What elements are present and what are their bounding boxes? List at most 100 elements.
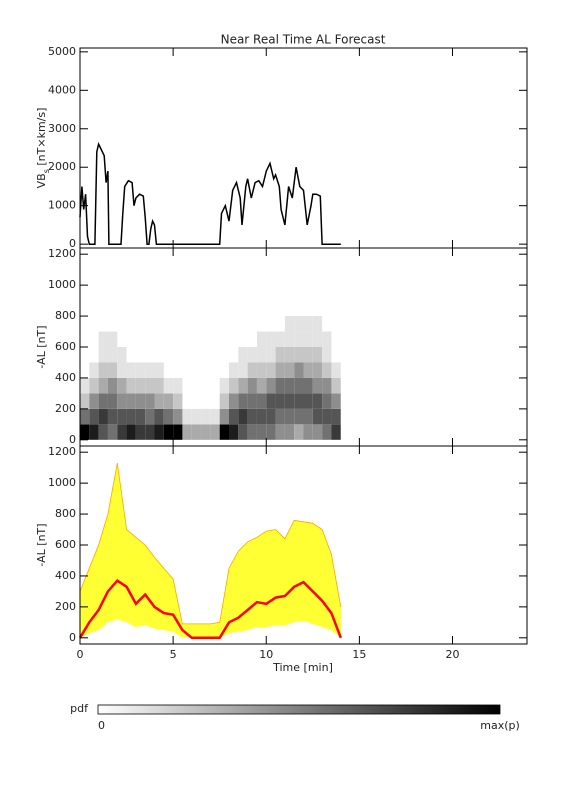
data-line — [79, 142, 341, 245]
plot-frame — [79, 47, 528, 249]
median-line — [78, 578, 342, 640]
y-tick-label: 0 — [69, 433, 76, 446]
colorbar-tick-label: 0 — [98, 719, 105, 732]
pdf-cell — [145, 377, 155, 394]
pdf-cell — [312, 316, 323, 332]
colorbar-tick-label: max(p) — [480, 719, 520, 732]
pdf-cell — [256, 377, 267, 394]
pdf-cell — [256, 362, 267, 378]
pdf-cell — [154, 408, 164, 425]
pdf-cell — [210, 408, 220, 425]
pdf-cell — [266, 347, 276, 363]
chart-title: Near Real Time AL Forecast — [221, 33, 386, 47]
pdf-cell — [303, 393, 313, 409]
pdf-cell — [322, 408, 332, 425]
pdf-cell — [201, 424, 211, 440]
pdf-cell — [126, 377, 136, 394]
pdf-cell — [163, 377, 174, 394]
pdf-cell — [145, 424, 155, 440]
pdf-cell — [284, 424, 295, 440]
pdf-cell — [275, 424, 285, 440]
y-tick-label: 800 — [55, 309, 76, 322]
y-label-unit: [nT×km/s] — [35, 108, 48, 170]
pdf-cell — [117, 393, 127, 409]
pdf-cell — [238, 347, 248, 363]
x-tick-label: 15 — [352, 648, 366, 661]
x-tick-label: 20 — [446, 648, 460, 661]
y-tick-label: 600 — [55, 340, 76, 353]
pdf-cell — [154, 424, 164, 440]
y-tick-label: 0 — [69, 631, 76, 644]
pdf-cell — [294, 316, 304, 332]
y-tick-label: 0 — [69, 237, 76, 250]
pdf-cell — [294, 424, 304, 440]
pdf-cell — [284, 331, 295, 347]
y-tick-label: 1000 — [48, 476, 76, 489]
pdf-cell — [219, 393, 229, 409]
pdf-cell — [117, 362, 127, 378]
pdf-cell — [229, 408, 239, 425]
pdf-cell — [173, 424, 183, 440]
y-tick-label: 1000 — [48, 278, 76, 291]
pdf-cell — [312, 331, 323, 347]
pdf-cell — [331, 393, 341, 409]
pdf-cell — [238, 377, 248, 394]
pdf-cell — [331, 362, 341, 378]
pdf-cell — [173, 393, 183, 409]
pdf-cell — [173, 377, 183, 394]
pdf-cell — [256, 424, 267, 440]
x-tick-label: 5 — [170, 648, 177, 661]
pdf-cell — [266, 362, 276, 378]
pdf-cell — [284, 408, 295, 425]
pdf-cell — [154, 393, 164, 409]
y-label-main: VB — [35, 173, 48, 188]
y-tick-label: 600 — [55, 538, 76, 551]
pdf-cell — [284, 316, 295, 332]
pdf-cell — [80, 377, 90, 394]
y-axis-label: VBs [nT×km/s] — [35, 108, 51, 189]
pdf-cell — [145, 408, 155, 425]
pdf-cell — [303, 347, 313, 363]
y-tick-label: 800 — [55, 507, 76, 520]
pdf-cell — [182, 408, 192, 425]
pdf-cell — [219, 408, 229, 425]
pdf-cell — [322, 331, 332, 347]
pdf-cell — [238, 408, 248, 425]
pdf-cell — [266, 377, 276, 394]
pdf-cell — [312, 362, 323, 378]
y-tick-label: 1200 — [48, 445, 76, 458]
pdf-cell — [98, 377, 108, 394]
x-tick-label: 0 — [77, 648, 84, 661]
pdf-cell — [256, 347, 267, 363]
band-area — [80, 463, 341, 638]
pdf-cell — [89, 393, 99, 409]
pdf-cell — [107, 347, 118, 363]
pdf-cell — [107, 331, 118, 347]
pdf-cell — [98, 331, 108, 347]
pdf-cell — [135, 362, 146, 378]
x-axis-label: Time [min] — [272, 661, 333, 674]
pdf-cell — [275, 362, 285, 378]
y-tick-label: 4000 — [48, 83, 76, 96]
colorbar-label: pdf — [70, 702, 89, 715]
pdf-cell — [266, 331, 276, 347]
y-tick-label: 2000 — [48, 160, 76, 173]
colorbar — [97, 704, 501, 715]
pdf-cell — [256, 331, 267, 347]
pdf-cell — [182, 424, 192, 440]
pdf-cell — [98, 393, 108, 409]
pdf-cell — [191, 424, 202, 440]
pdf-cell — [266, 408, 276, 425]
pdf-cell — [238, 393, 248, 409]
pdf-cell — [89, 377, 99, 394]
pdf-cell — [256, 408, 267, 425]
pdf-cell — [229, 362, 239, 378]
pdf-cell — [135, 408, 146, 425]
y-axis-label: -AL [nT] — [35, 523, 48, 566]
pdf-cell — [98, 408, 108, 425]
pdf-cell — [312, 424, 323, 440]
pdf-cell — [275, 347, 285, 363]
pdf-cell — [210, 424, 220, 440]
pdf-cell — [303, 408, 313, 425]
pdf-cell — [98, 424, 108, 440]
